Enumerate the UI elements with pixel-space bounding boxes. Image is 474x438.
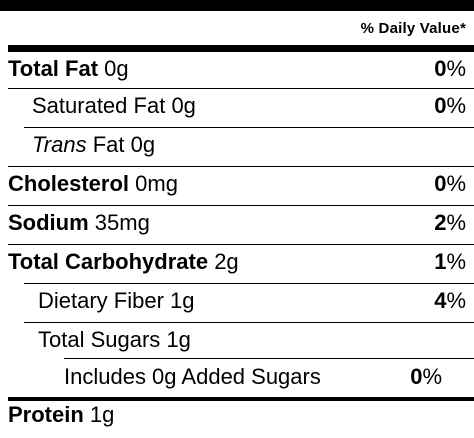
- nutrient-name: Total Sugars: [38, 327, 161, 352]
- row-divider: [64, 358, 474, 359]
- nutrient-name: Protein: [8, 402, 84, 427]
- nutrient-label: Dietary Fiber 1g: [38, 288, 195, 314]
- nutrient-label: Saturated Fat 0g: [32, 93, 196, 119]
- nutrient-name: Total Fat: [8, 56, 99, 81]
- row-dietary-fiber: Dietary Fiber 1g 4%: [0, 284, 474, 324]
- nutrient-amount: 1g: [170, 288, 195, 313]
- nutrient-amount: 0g: [171, 93, 196, 118]
- row-total-fat: Total Fat 0g 0%: [0, 52, 474, 92]
- row-divider: [8, 205, 474, 206]
- percent-number: 2: [434, 210, 447, 235]
- nutrient-name: Saturated Fat: [32, 93, 166, 118]
- nutrient-amount: 0g: [104, 56, 129, 81]
- nutrient-name-italic: Trans: [32, 132, 87, 157]
- daily-value-percent: 1%: [434, 249, 466, 275]
- percent-number: 0: [434, 56, 447, 81]
- row-protein: Protein 1g: [0, 398, 474, 438]
- percent-sign: %: [422, 364, 442, 389]
- nutrient-label: Protein 1g: [8, 402, 114, 428]
- percent-sign: %: [446, 56, 466, 81]
- nutrient-amount: 0g: [130, 132, 156, 157]
- nutrient-name: Dietary Fiber: [38, 288, 164, 313]
- row-divider: [24, 127, 474, 128]
- nutrient-name: Includes 0g Added Sugars: [64, 364, 321, 389]
- daily-value-percent: 0%: [434, 93, 466, 119]
- daily-value-percent: 0%: [434, 171, 466, 197]
- header-divider: [8, 45, 474, 52]
- row-divider: [8, 166, 474, 167]
- daily-value-percent: 4%: [434, 288, 466, 314]
- row-trans-fat: Trans Fat 0g: [0, 128, 474, 168]
- percent-number: 0: [410, 364, 423, 389]
- nutrient-label: Sodium 35mg: [8, 210, 150, 236]
- percent-sign: %: [446, 171, 466, 196]
- daily-value-percent: 0%: [434, 56, 466, 82]
- row-divider: [24, 322, 474, 323]
- nutrient-name: Fat: [92, 132, 125, 157]
- nutrient-name: Cholesterol: [8, 171, 130, 196]
- row-cholesterol: Cholesterol 0mg 0%: [0, 167, 474, 207]
- row-divider: [8, 88, 474, 89]
- row-divider: [24, 283, 474, 284]
- daily-value-percent: 0%: [410, 364, 442, 390]
- percent-number: 0: [434, 93, 447, 118]
- nutrient-label: Includes 0g Added Sugars: [64, 364, 321, 390]
- percent-number: 4: [434, 288, 447, 313]
- nutrient-label: Cholesterol 0mg: [8, 171, 178, 197]
- percent-sign: %: [446, 288, 466, 313]
- nutrient-label: Total Sugars 1g: [38, 327, 191, 353]
- percent-sign: %: [446, 210, 466, 235]
- nutrient-amount: 0mg: [135, 171, 178, 196]
- nutrient-name: Total Carbohydrate: [8, 249, 209, 274]
- row-divider: [8, 244, 474, 245]
- nutrient-label: Total Fat 0g: [8, 56, 129, 82]
- section-divider: [8, 397, 474, 401]
- daily-value-header: % Daily Value*: [360, 20, 466, 37]
- percent-sign: %: [446, 93, 466, 118]
- row-total-sugars: Total Sugars 1g: [0, 323, 474, 363]
- row-sodium: Sodium 35mg 2%: [0, 206, 474, 246]
- nutrient-amount: 1g: [166, 327, 191, 352]
- row-saturated-fat: Saturated Fat 0g 0%: [0, 89, 474, 129]
- top-thick-rule: [0, 0, 474, 11]
- daily-value-percent: 2%: [434, 210, 466, 236]
- percent-number: 0: [434, 171, 447, 196]
- nutrient-amount: 1g: [89, 402, 115, 427]
- nutrient-amount: 2g: [214, 249, 239, 274]
- nutrient-label: Total Carbohydrate 2g: [8, 249, 239, 275]
- nutrient-label: Trans Fat 0g: [32, 132, 155, 158]
- row-total-carbohydrate: Total Carbohydrate 2g 1%: [0, 245, 474, 285]
- nutrient-name: Sodium: [8, 210, 89, 235]
- percent-number: 1: [434, 249, 447, 274]
- percent-sign: %: [446, 249, 466, 274]
- nutrient-amount: 35mg: [94, 210, 150, 235]
- row-added-sugars: Includes 0g Added Sugars 0%: [0, 360, 474, 400]
